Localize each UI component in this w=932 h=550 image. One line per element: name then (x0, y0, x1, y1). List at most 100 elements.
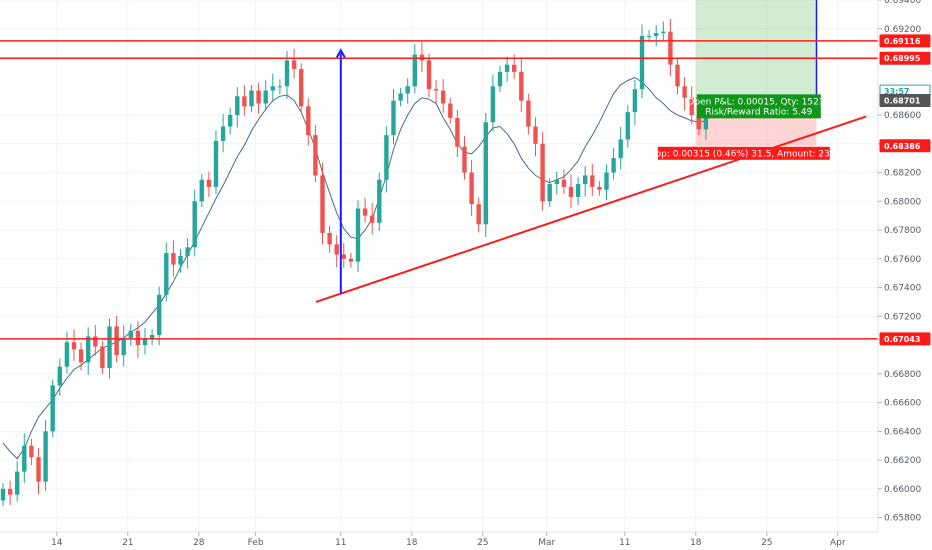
sma-line (2, 77, 706, 460)
price-tag-label: 0.68995 (884, 54, 921, 63)
open-pl-bg (696, 94, 821, 119)
time-tick-label: 21 (122, 538, 133, 548)
candle-body (249, 90, 254, 107)
time-tick-label: 25 (477, 538, 488, 548)
price-tick-label: 0.69200 (884, 25, 921, 35)
candle-body (469, 172, 474, 205)
candle-body (476, 204, 481, 225)
open-pl-text: Open P&L: 0.00015, Qty: 15238 (687, 97, 830, 107)
price-tag-label: 0.67043 (884, 335, 920, 344)
candle-body (348, 258, 354, 262)
price-axis[interactable] (878, 0, 932, 532)
time-axis-ticks[interactable]: 14 21 28 Feb 11 18 25 Mar 11 18 25 Apr (51, 532, 846, 548)
price-tags: 0.691160.689950.670430.6871633:570.68701… (879, 34, 931, 346)
candle-body (391, 100, 396, 136)
candle-body (540, 143, 545, 202)
candle-body (64, 342, 70, 367)
price-tag: 0.68701 (879, 94, 931, 108)
candle-body (86, 336, 91, 363)
stop-text: Stop: 0.00315 (0.46%) 31.5, Amount: 2352 (646, 149, 841, 159)
price-tag-bg (879, 51, 931, 65)
price-tag-bg (879, 139, 931, 153)
candle-body (597, 186, 602, 190)
price-tick-label: 0.67200 (884, 312, 921, 322)
risk-reward-text: Risk/Reward Ratio: 5.49 (705, 107, 812, 117)
candle-body (377, 179, 382, 223)
open-pl-label: Open P&L: 0.00015, Qty: 15238Risk/Reward… (687, 94, 831, 119)
position-info: Open P&L: 0.00015, Qty: 15238Risk/Reward… (646, 94, 841, 160)
candle-body (157, 294, 162, 336)
candle-body (561, 179, 567, 187)
time-tick-label: 28 (193, 538, 205, 548)
candle-body (533, 126, 538, 144)
candle-body (277, 86, 283, 88)
stop-label: Stop: 0.00315 (0.46%) 31.5, Amount: 2352 (646, 146, 841, 160)
time-tick-label: 18 (690, 538, 702, 548)
candle-body (341, 254, 346, 259)
candle-body (213, 140, 219, 187)
candle-body (497, 71, 503, 87)
price-tick-label: 0.68200 (884, 169, 921, 179)
candle-body (483, 122, 488, 225)
candle-body (583, 175, 588, 185)
candle-body (568, 186, 574, 197)
price-tag: 0.68386 (879, 139, 931, 153)
horizontal-levels[interactable] (0, 40, 878, 340)
candle-body (632, 89, 638, 113)
time-tick-label: 25 (761, 538, 772, 548)
candle-body (0, 488, 6, 501)
candle-body (682, 86, 687, 98)
time-tick-label: Mar (538, 538, 555, 548)
candle-body (29, 445, 34, 458)
candle-body (618, 139, 623, 159)
candle-body (661, 31, 666, 34)
candle-body (370, 215, 375, 223)
candle-body (334, 244, 339, 255)
candle-body (433, 89, 439, 91)
time-tick-label: 11 (619, 538, 630, 548)
candle-body (78, 349, 84, 363)
candle-body (199, 179, 204, 202)
candle-body (611, 158, 616, 173)
candle-body (235, 96, 240, 116)
candle-body (703, 115, 709, 130)
candle-body (185, 247, 190, 256)
candle-body (639, 35, 645, 90)
candle-body (256, 90, 261, 104)
price-tag-label: 0.68701 (884, 97, 921, 106)
candle-body (625, 112, 630, 140)
candle-body (135, 330, 141, 346)
candle-body (263, 90, 268, 104)
candle-body (554, 179, 559, 185)
price-tick-label: 0.66000 (884, 485, 921, 495)
stop-bg (657, 146, 830, 160)
candle-body (604, 172, 609, 190)
candle-body (696, 115, 701, 130)
candle-body (36, 457, 41, 482)
candle-body (15, 471, 20, 495)
candle-body (291, 60, 297, 70)
candle-body (57, 366, 62, 386)
candle-body (668, 31, 673, 65)
candle-body (675, 64, 680, 87)
candle-body (405, 86, 410, 94)
candle-body (220, 126, 226, 141)
candle-body (448, 103, 453, 118)
price-tick-label: 0.69400 (884, 0, 921, 6)
time-tick-label: 11 (335, 538, 346, 548)
candle-body (284, 60, 290, 87)
moving-average (2, 77, 706, 460)
price-tag-label: 0.69116 (884, 37, 921, 46)
candle-body (228, 115, 233, 127)
price-tag-label: 33:57 (884, 87, 909, 96)
candle-body (320, 175, 325, 233)
price-tick-label: 0.67400 (884, 284, 921, 294)
time-tick-label: 18 (406, 538, 418, 548)
candle-body (646, 35, 652, 37)
position-zones (695, 0, 818, 146)
candle-body (412, 54, 417, 87)
price-tag: 0.69116 (879, 34, 931, 48)
arrow-head[interactable] (335, 48, 346, 58)
candle-body (178, 255, 183, 265)
